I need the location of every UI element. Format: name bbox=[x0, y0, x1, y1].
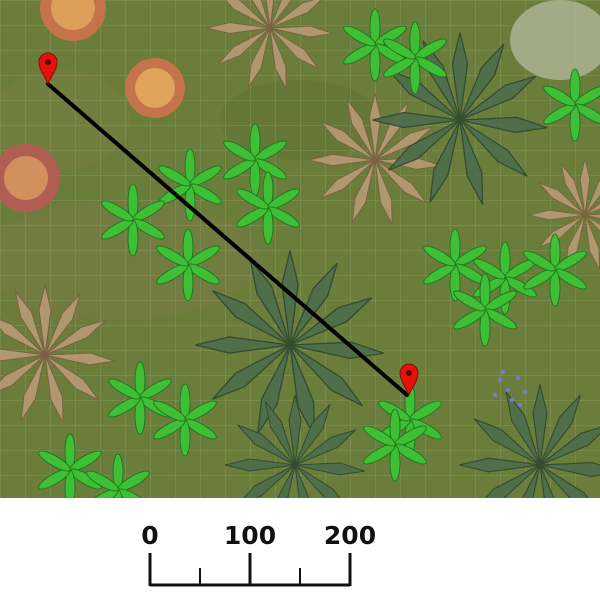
scale-label-100: 100 bbox=[224, 521, 276, 550]
scale-label-200: 200 bbox=[324, 521, 376, 550]
scale-label-0: 0 bbox=[141, 521, 158, 550]
map-view[interactable] bbox=[0, 0, 600, 498]
scale-ruler bbox=[150, 553, 350, 586]
scale-bar: 0 100 200 bbox=[0, 498, 600, 600]
